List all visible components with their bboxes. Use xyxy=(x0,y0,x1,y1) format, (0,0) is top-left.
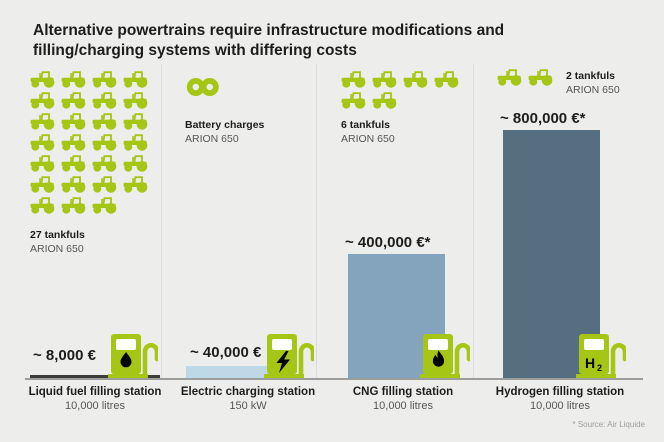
tankfuls-count-label: 2 tankfuls xyxy=(566,70,616,82)
tankfuls-caption-electric: Battery charges ARION 650 xyxy=(185,119,264,146)
chart-baseline xyxy=(25,378,643,380)
infinity-icon xyxy=(186,77,219,97)
tractor-model-label: ARION 650 xyxy=(341,132,395,145)
oil-drop-glyph xyxy=(120,352,132,368)
tractor-model-label: ARION 650 xyxy=(185,132,239,145)
tankfuls-caption-liquid-fuel: 27 tankfuls ARION 650 xyxy=(30,229,85,256)
bar-liquid-fuel xyxy=(30,375,160,378)
station-name: CNG filling station xyxy=(352,386,454,398)
tankfuls-count-label: 6 tankfuls xyxy=(341,119,391,131)
tractor-icon xyxy=(92,176,117,193)
station-capacity: 150 kW xyxy=(229,400,267,412)
column-divider xyxy=(473,64,474,378)
page-title: Alternative powertrains require infrastr… xyxy=(33,22,505,59)
h2-glyph-main: H xyxy=(585,355,595,371)
tractor-icon xyxy=(123,71,148,88)
hydrogen-pump-h2-icon: H 2 xyxy=(574,332,626,378)
column-divider xyxy=(161,64,162,378)
tractor-icon xyxy=(372,71,397,88)
price-label-electric: ~ 40,000 € xyxy=(190,344,262,361)
bar-electric xyxy=(186,366,283,378)
tractor-icon xyxy=(92,113,117,130)
station-name: Hydrogen filling station xyxy=(495,386,625,398)
station-name: Liquid fuel filling station xyxy=(28,386,162,398)
tractor-icon xyxy=(434,71,459,88)
tractor-icon xyxy=(30,134,55,151)
tractor-icon xyxy=(92,71,117,88)
station-label-electric: Electric charging station 150 kW xyxy=(170,385,326,413)
tankfuls-caption-hydrogen: 2 tankfuls ARION 650 xyxy=(566,70,620,97)
tractor-icon xyxy=(30,113,55,130)
tankful-icons-liquid-fuel xyxy=(30,70,158,214)
station-label-liquid-fuel: Liquid fuel filling station 10,000 litre… xyxy=(17,385,173,413)
tractor-icon xyxy=(92,134,117,151)
tractor-icon xyxy=(61,71,86,88)
tractor-icon xyxy=(123,92,148,109)
tractor-icon xyxy=(92,155,117,172)
station-label-cng: CNG filling station 10,000 litres xyxy=(325,385,481,413)
tractor-icon xyxy=(30,155,55,172)
tractor-icon xyxy=(123,113,148,130)
tractor-icon xyxy=(61,176,86,193)
tractor-icon xyxy=(30,197,55,214)
tractor-icon xyxy=(61,134,86,151)
price-label-liquid-fuel: ~ 8,000 € xyxy=(33,347,96,364)
tractor-model-label: ARION 650 xyxy=(566,83,620,96)
tractor-icon xyxy=(30,176,55,193)
fuel-pump-oil-icon xyxy=(106,332,158,378)
station-capacity: 10,000 litres xyxy=(373,400,433,412)
tractor-icon xyxy=(341,92,366,109)
tractor-icon xyxy=(123,176,148,193)
station-capacity: 10,000 litres xyxy=(65,400,125,412)
tractor-icon xyxy=(30,71,55,88)
tractor-icon xyxy=(403,71,428,88)
tractor-icon xyxy=(123,155,148,172)
tractor-icon xyxy=(92,197,117,214)
tractor-icon xyxy=(372,92,397,109)
h2-glyph-sub: 2 xyxy=(597,363,602,373)
tankful-icons-hydrogen xyxy=(497,68,561,86)
tractor-model-label: ARION 650 xyxy=(30,242,84,255)
tractor-icon xyxy=(497,69,522,86)
source-note: * Source: Air Liquide xyxy=(572,420,646,429)
tankfuls-caption-cng: 6 tankfuls ARION 650 xyxy=(341,119,395,146)
station-name: Electric charging station xyxy=(180,386,316,398)
tankful-icons-cng xyxy=(341,70,469,109)
tractor-icon xyxy=(92,92,117,109)
station-capacity: 10,000 litres xyxy=(530,400,590,412)
station-label-hydrogen: Hydrogen filling station 10,000 litres xyxy=(482,385,638,413)
tractor-icon xyxy=(61,92,86,109)
tankfuls-count-label: 27 tankfuls xyxy=(30,229,85,241)
price-label-hydrogen: ~ 800,000 €* xyxy=(500,110,586,127)
price-label-cng: ~ 400,000 €* xyxy=(345,234,431,251)
battery-charges-label: Battery charges xyxy=(185,119,265,131)
lightning-bolt-glyph xyxy=(276,351,290,373)
tractor-icon xyxy=(30,92,55,109)
flame-glyph xyxy=(432,350,445,367)
tractor-icon xyxy=(61,155,86,172)
tractor-icon xyxy=(528,69,553,86)
charging-station-bolt-icon xyxy=(262,332,314,378)
cng-pump-flame-icon xyxy=(418,332,470,378)
tractor-icon xyxy=(61,197,86,214)
tractor-icon xyxy=(341,71,366,88)
tractor-icon xyxy=(123,134,148,151)
column-divider xyxy=(316,64,317,378)
tractor-icon xyxy=(61,113,86,130)
